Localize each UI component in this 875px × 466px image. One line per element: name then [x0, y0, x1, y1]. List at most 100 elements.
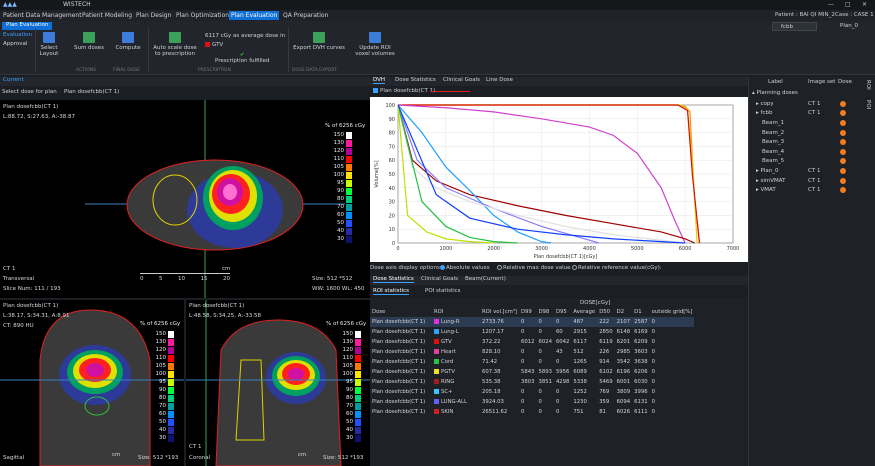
- tree-item[interactable]: ▸ simVMAT CT 1: [750, 176, 862, 186]
- column-header[interactable]: Average: [573, 309, 596, 315]
- legend-label: 70: [159, 403, 166, 409]
- dose-indicator-icon[interactable]: [840, 187, 846, 194]
- legend-swatch: [346, 227, 352, 235]
- tab-dose-stats[interactable]: Dose Statistics: [373, 276, 414, 283]
- table-cell: 6024: [538, 339, 552, 345]
- column-header[interactable]: D2: [616, 309, 625, 315]
- select-layout-button[interactable]: Select Layout: [38, 32, 60, 57]
- menu-plan-design[interactable]: Plan Design: [136, 12, 172, 19]
- legend-row: 120: [331, 147, 352, 155]
- tree-item[interactable]: Beam_5: [750, 157, 862, 167]
- layout-icon: [43, 32, 55, 43]
- tab-poi-statistics[interactable]: POI statistics: [425, 288, 461, 294]
- ribbon-tab-plan-evaluation[interactable]: Plan Evaluation: [2, 22, 53, 30]
- table-cell: 26511.62: [482, 409, 508, 415]
- compute-button[interactable]: Compute: [113, 32, 143, 51]
- dose-indicator-icon[interactable]: [840, 167, 846, 174]
- table-row[interactable]: Plan dosefcbb(CT 1) Cord 71.42 0 0 0 1265 914 35…: [370, 357, 694, 367]
- side-tab-poi[interactable]: POI: [865, 100, 871, 110]
- table-cell: 751: [573, 409, 584, 415]
- tab-clinical-goals-lower[interactable]: Clinical Goals: [421, 276, 458, 282]
- table-row[interactable]: Plan dosefcbb(CT 1) Lung-L 1207.17 0 0 60 2915…: [370, 327, 694, 337]
- minimize-button[interactable]: —: [828, 1, 834, 8]
- option-absolute[interactable]: Absolute values: [440, 265, 490, 271]
- dose-indicator-icon[interactable]: [840, 158, 846, 165]
- top-scale-unit: cm: [222, 266, 231, 272]
- column-header[interactable]: ROI: [434, 309, 444, 315]
- coronal-coords: L:48.58, S:34.25, A:-33.58: [189, 313, 261, 319]
- tree-item[interactable]: Beam_4: [750, 147, 862, 157]
- dose-indicator-icon[interactable]: [840, 129, 846, 136]
- roi-color-swatch: [434, 409, 439, 414]
- tree-item[interactable]: Beam_3: [750, 137, 862, 147]
- table-cell: 2107: [614, 317, 633, 327]
- legend-swatch: [346, 211, 352, 219]
- tab-current[interactable]: Current: [3, 77, 24, 83]
- column-header[interactable]: ROI vol.[cm³]: [482, 309, 517, 315]
- close-button[interactable]: ✕: [862, 1, 868, 8]
- column-header[interactable]: D98: [538, 309, 550, 315]
- table-cell: 6102: [599, 369, 613, 375]
- auto-scale-button[interactable]: Auto scale dose to prescription: [152, 32, 198, 57]
- table-cell: 0: [651, 359, 656, 365]
- case-select[interactable]: fcbb: [772, 22, 817, 31]
- column-header[interactable]: D99: [520, 309, 532, 315]
- column-header[interactable]: D1: [634, 309, 642, 315]
- plan-select-label[interactable]: Plan_0: [840, 23, 858, 29]
- column-header[interactable]: D95: [555, 309, 567, 315]
- menu-patient-data[interactable]: Patient Data Management: [3, 12, 82, 19]
- dose-indicator-icon[interactable]: [840, 148, 846, 155]
- column-header[interactable]: Dose: [372, 309, 386, 315]
- export-dvh-button[interactable]: Export DVH curves: [293, 32, 345, 51]
- dose-indicator-icon[interactable]: [840, 119, 846, 126]
- option-relative-ref[interactable]: Relative reference value(cGy):: [572, 265, 662, 271]
- dvh-plan-toggle[interactable]: Plan dosefcbb(CT 1): [373, 88, 435, 94]
- dose-indicator-icon[interactable]: [840, 100, 846, 107]
- tab-line-dose[interactable]: Line Dose: [486, 77, 514, 83]
- dose-indicator-icon[interactable]: [840, 177, 846, 184]
- dose-indicator-icon[interactable]: [840, 139, 846, 146]
- select-dose-value[interactable]: Plan dosefcbb(CT 1): [64, 89, 120, 95]
- tree-item[interactable]: ▸ Plan_0 CT 1: [750, 166, 862, 176]
- legend-row: 100: [331, 171, 352, 179]
- tab-clinical-goals[interactable]: Clinical Goals: [443, 77, 480, 83]
- table-row[interactable]: Plan dosefcbb(CT 1) SKIN 26511.62 0 0 0 751 81 6…: [370, 407, 694, 417]
- table-row[interactable]: Plan dosefcbb(CT 1) LUNG-ALL 3924.03 0 0 0 123…: [370, 397, 694, 407]
- side-tab-roi[interactable]: ROI: [865, 80, 871, 90]
- scale-tick: 20: [223, 276, 230, 282]
- approval-tab[interactable]: Evaluation: [3, 32, 33, 38]
- update-roi-button[interactable]: Update ROI voxel volumes: [352, 32, 398, 57]
- table-row[interactable]: Plan dosefcbb(CT 1) PGTV 607.38 5843 5893 595…: [370, 367, 694, 377]
- tree-item[interactable]: ▸ VMAT CT 1: [750, 185, 862, 195]
- table-row[interactable]: Plan dosefcbb(CT 1) Lung-R 2733.76 0 0 0 487 22…: [370, 317, 695, 327]
- table-cell: LUNG-ALL: [432, 397, 480, 407]
- menu-qa-preparation[interactable]: QA Preparation: [283, 12, 329, 19]
- legend-swatch: [168, 370, 174, 378]
- table-cell: 0: [651, 409, 656, 415]
- tab-roi-statistics[interactable]: ROI statistics: [373, 288, 410, 295]
- table-row[interactable]: Plan dosefcbb(CT 1) Heart 828.10 0 0 43 512 226…: [370, 347, 694, 357]
- tree-item[interactable]: Beam_1: [750, 118, 862, 128]
- approval-button[interactable]: Approval: [3, 41, 28, 47]
- dvh-chart[interactable]: 0 1000 2000 3000 4000 5000 6000 7000 0 10 20 30 40 50…: [370, 97, 748, 262]
- menu-plan-evaluation[interactable]: Plan Evaluation: [229, 11, 280, 20]
- tree-item[interactable]: ▸ copy CT 1: [750, 99, 862, 109]
- tab-beam-current[interactable]: Beam(Current): [465, 276, 506, 282]
- tree-item[interactable]: ▸ fcbb CT 1: [750, 109, 862, 119]
- tree-item[interactable]: Beam_2: [750, 128, 862, 138]
- column-header[interactable]: outside grid[%]: [651, 309, 693, 315]
- table-row[interactable]: Plan dosefcbb(CT 1) SC+ 205.18 0 0 0 1252 769 38…: [370, 387, 694, 397]
- tab-dose-statistics[interactable]: Dose Statistics: [395, 77, 436, 83]
- table-row[interactable]: Plan dosefcbb(CT 1) RING 535.38 3803 3851 429…: [370, 377, 694, 387]
- menu-plan-optimization[interactable]: Plan Optimization: [176, 12, 230, 19]
- dose-indicator-icon[interactable]: [840, 110, 846, 117]
- option-relative-max[interactable]: Relative max dose value: [497, 265, 571, 271]
- sum-doses-button[interactable]: Sum doses: [72, 32, 106, 51]
- tab-dvh[interactable]: DVH: [373, 77, 386, 84]
- table-cell: 3803: [520, 379, 535, 385]
- menu-patient-modeling[interactable]: Patient Modeling: [82, 12, 133, 19]
- maximize-button[interactable]: □: [845, 1, 851, 8]
- column-header[interactable]: D50: [599, 309, 611, 315]
- table-row[interactable]: Plan dosefcbb(CT 1) GTV 372.22 6012 6024 6042…: [370, 337, 694, 347]
- tree-root[interactable]: ▴ Planning doses: [752, 90, 798, 96]
